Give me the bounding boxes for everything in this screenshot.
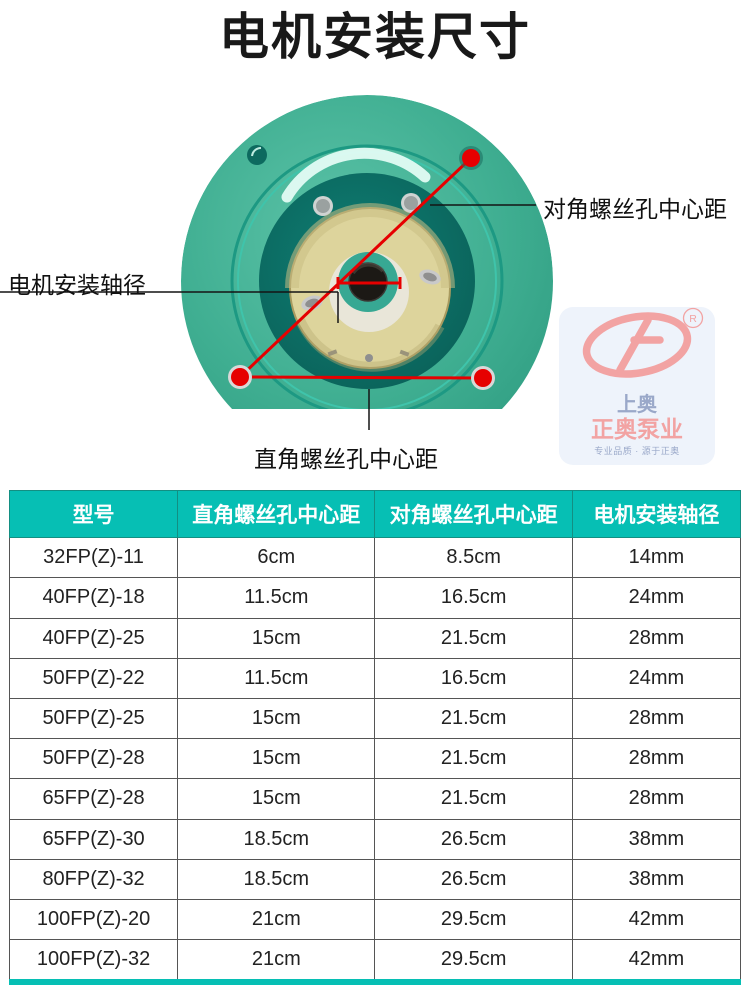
svg-text:R: R bbox=[689, 313, 697, 325]
